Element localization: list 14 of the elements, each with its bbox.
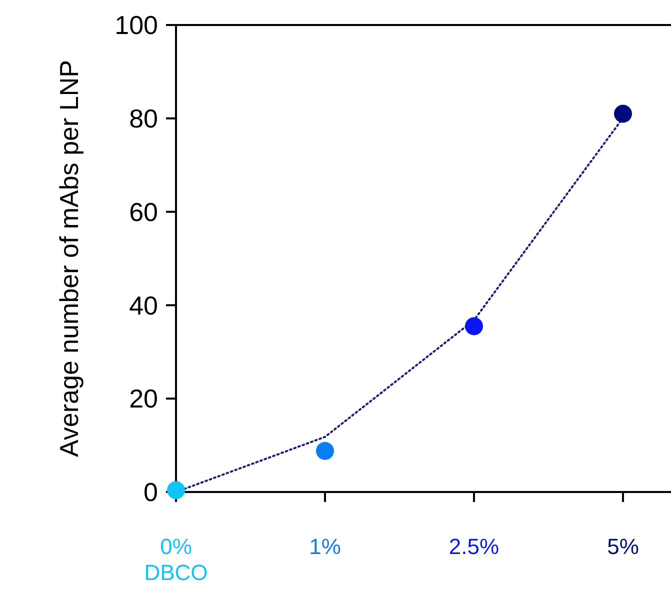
x-tick-label: 1% (309, 534, 341, 559)
point (465, 317, 483, 336)
y-tick-label: 0 (144, 477, 158, 508)
y-tick-label: 80 (129, 104, 158, 134)
y-tick-label: 100 (114, 10, 158, 40)
y-tick-label: 20 (129, 384, 158, 414)
y-tick-label: 60 (129, 196, 158, 227)
x-tick-label: 2.5% (448, 534, 500, 559)
x-tick-label: 5% (607, 534, 639, 559)
point (316, 442, 334, 460)
y-tick-label: 40 (129, 290, 158, 320)
x-tick-label: 0% DBCO (144, 534, 208, 585)
point (614, 104, 632, 123)
y-axis-title: Average number of mAbs per LNP (54, 60, 84, 457)
